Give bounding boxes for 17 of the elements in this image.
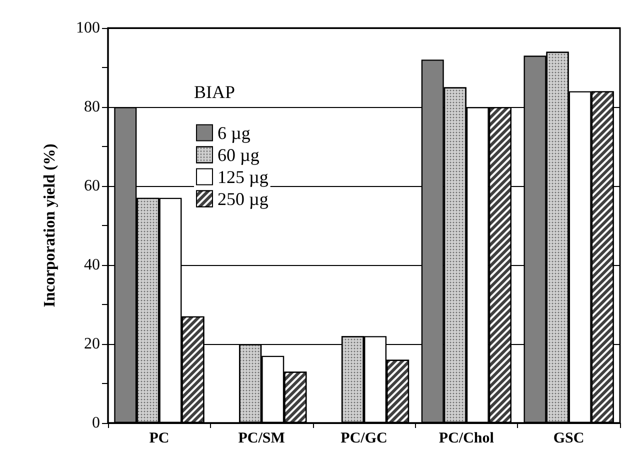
- legend-label: 60 µg: [218, 144, 260, 165]
- y-tick-label: 0: [92, 414, 100, 432]
- legend-label: 6 µg: [218, 122, 250, 143]
- x-tick-label: PC/SM: [238, 430, 285, 446]
- x-tick-label: PC: [149, 430, 170, 446]
- x-tick-label: PC/Chol: [438, 430, 494, 446]
- y-tick-label: 60: [84, 178, 100, 194]
- y-tick-label: 100: [76, 20, 100, 36]
- y-tick-label: 80: [84, 98, 100, 116]
- y-tick-label: 20: [84, 336, 100, 352]
- y-tick-label: 40: [84, 256, 100, 274]
- x-tick-label: PC/GC: [340, 430, 388, 446]
- legend-label: 250 µg: [218, 188, 268, 209]
- x-tick-label: GSC: [553, 430, 584, 446]
- annotation: BIAP: [194, 82, 236, 102]
- y-axis-title: Incorporation yield (%): [42, 144, 58, 308]
- legend-label: 125 µg: [218, 166, 268, 187]
